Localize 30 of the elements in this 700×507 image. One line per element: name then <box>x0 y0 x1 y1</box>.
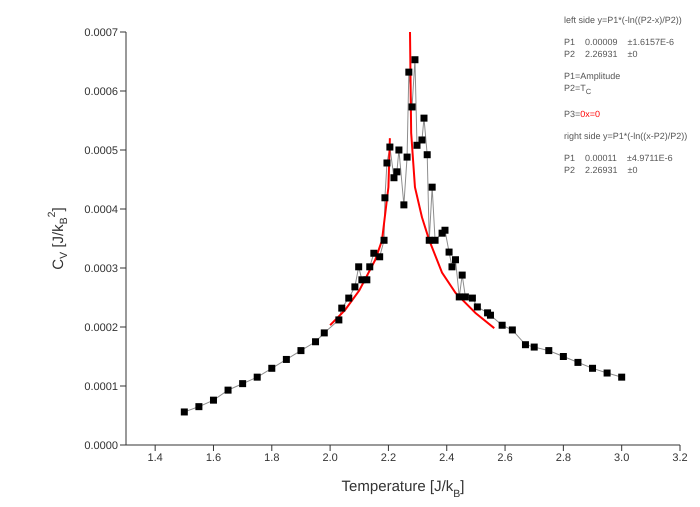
annotation: P3=0x=0 <box>564 108 602 120</box>
line-series <box>329 137 391 326</box>
y-tick-label: 0.0005 <box>84 144 118 157</box>
text: left side y=P1*(-ln((P2-x)/P2)) <box>564 14 683 26</box>
x-axis-title: Temperature [J/k$_{B}$] <box>342 478 464 500</box>
x-tick-label: 3.0 <box>614 452 630 464</box>
y-tick-label: 0.0006 <box>84 86 118 98</box>
y-tick-label: 0.0003 <box>84 262 118 275</box>
x-tick-label: 2.4 <box>439 452 454 464</box>
x-tick-label: 1.6 <box>206 452 222 464</box>
annotation: P2 2.26931 ±0 <box>564 164 638 176</box>
annotation: P1 0.00009 ±1.6157E-6 <box>564 36 676 48</box>
y-tick-label: 0.0001 <box>84 380 118 393</box>
x-tick-label: 2.8 <box>556 452 572 464</box>
annotation: right side y=P1*(-ln((x-P2)/P2)) <box>564 130 688 142</box>
y-tick-label: 0.0004 <box>84 204 118 216</box>
annotation: P1=Amplitude <box>564 70 622 82</box>
line-series <box>409 32 496 330</box>
y-tick-label: 0.0002 <box>84 322 118 334</box>
annotation: P2=T$_{C}$ <box>564 82 592 98</box>
x-tick-label: 2.0 <box>322 452 338 464</box>
annotation: P2 2.26931 ±0 <box>564 48 638 60</box>
x-tick-label: 3.2 <box>672 452 688 464</box>
annotation: P1 0.00011 ±4.9711E-6 <box>564 152 674 164</box>
y-tick-label: 0.0000 <box>84 440 118 452</box>
x-tick-label: 2.6 <box>497 452 513 464</box>
x-tick-label: 2.2 <box>380 452 396 464</box>
x-tick-label: 1.8 <box>264 452 280 464</box>
y-tick-label: 0.0007 <box>84 26 118 39</box>
x-tick-label: 1.4 <box>148 452 163 464</box>
